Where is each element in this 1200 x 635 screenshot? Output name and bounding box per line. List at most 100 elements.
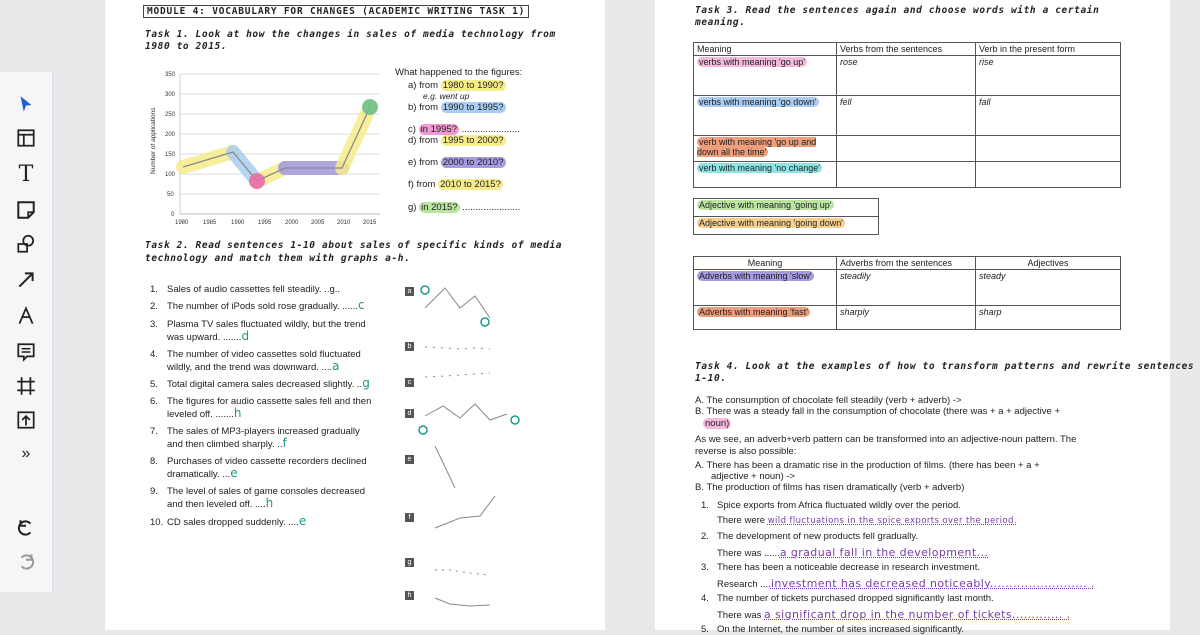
redo-icon[interactable] <box>10 548 42 576</box>
sentence-row: 6. The figures for audio cassette sales f… <box>150 393 371 407</box>
question-e: e) from 2000 to 2010? <box>408 157 506 168</box>
verbs-table: Meaning Verbs from the sentences Verb in t… <box>693 42 1121 188</box>
text-icon[interactable]: T <box>10 160 42 188</box>
y-tick: 350 <box>165 72 176 78</box>
sentence-number: 8. <box>150 456 167 467</box>
sentence-text: dramatically. ... <box>167 469 230 480</box>
task1-heading: Task 1. Look at how the changes in sales… <box>145 29 556 40</box>
sentence-row: was upward. .......d <box>167 329 249 343</box>
mini-graphs <box>415 278 525 618</box>
sentence-text: was upward. ....... <box>167 332 241 343</box>
sentence-text: and then leveled off. .... <box>167 499 266 510</box>
sentence-row: wildly, and the trend was downward. ....… <box>167 359 340 373</box>
toolbar: T » <box>0 72 53 592</box>
sentence-text: leveled off. ....... <box>167 409 234 420</box>
example-a: A. The consumption of chocolate fell ste… <box>695 395 962 406</box>
module-title: MODULE 4: VOCABULARY FOR CHANGES (ACADEM… <box>143 5 529 18</box>
graph-letter: d <box>405 409 414 418</box>
sentence-row: 8. Purchases of video cassette recorders … <box>150 453 367 467</box>
sentence-row: leveled off. .......h <box>167 406 242 420</box>
sentence-text: CD sales dropped suddenly. .... <box>167 517 299 528</box>
pen-icon[interactable] <box>10 302 42 330</box>
x-tick: 1985 <box>203 220 217 226</box>
example-b: B. There was a steady fall in the consum… <box>695 406 1060 417</box>
sentence-row: 3. Plasma TV sales fluctuated wildly, but… <box>150 316 366 330</box>
sentence-number: 10. <box>150 517 167 528</box>
sales-line-chart: 350 300 250 200 150 100 50 0 1980 1985 1… <box>145 64 385 234</box>
question-f: f) from 2010 to 2015? <box>408 179 503 190</box>
worksheet-page-left: MODULE 4: VOCABULARY FOR CHANGES (ACADEM… <box>105 0 605 630</box>
arrow-icon[interactable] <box>10 266 42 294</box>
rewrite-answer-line[interactable]: There were wild fluctuations in the spic… <box>717 515 1017 526</box>
task3-heading-line2: meaning. <box>695 17 746 28</box>
handwritten-answer: e <box>299 514 307 528</box>
x-tick: 2010 <box>337 220 351 226</box>
rewrite-question: 3. There has been a noticeable decrease i… <box>701 562 980 573</box>
x-tick: 2005 <box>311 220 325 226</box>
example-answer: e.g. went up <box>423 91 469 101</box>
graph-letter: f <box>405 513 414 522</box>
sentence-number: 1. <box>150 284 167 295</box>
cursor-icon[interactable] <box>10 90 42 118</box>
sentence-row: 5. Total digital camera sales decreased s… <box>150 376 370 390</box>
questions-heading: What happened to the figures: <box>395 67 522 78</box>
sentence-number: 2. <box>150 301 167 312</box>
explanation-line2: reverse is also possible: <box>695 446 796 457</box>
sentence-row: 10. CD sales dropped suddenly. ....e <box>150 514 307 528</box>
undo-icon[interactable] <box>10 514 42 542</box>
handwritten-answer: c <box>358 298 365 312</box>
sentence-text: The number of iPods sold rose gradually.… <box>167 301 358 312</box>
sentence-text: Total digital camera sales decreased sli… <box>167 379 362 390</box>
adjectives-table: Adjective with meaning 'going up' Adject… <box>693 198 879 235</box>
graph-letter: a <box>405 287 414 296</box>
y-tick: 0 <box>171 212 175 218</box>
comment-icon[interactable] <box>10 338 42 366</box>
rewrite-answer-line[interactable]: Research ....investment has decreased no… <box>717 577 1095 590</box>
sticky-note-icon[interactable] <box>10 196 42 224</box>
y-tick: 250 <box>165 112 176 118</box>
sentence-text: wildly, and the trend was downward. .... <box>167 362 332 373</box>
y-tick: 150 <box>165 152 176 158</box>
graph-letter: e <box>405 455 414 464</box>
handwritten-answer: e <box>230 466 238 480</box>
worksheet-page-right: Task 3. Read the sentences again and cho… <box>655 0 1170 630</box>
sentence-text: Sales of audio cassettes fell steadily. … <box>167 284 340 295</box>
rewrite-answer-line[interactable]: There was ......a gradual fall in the de… <box>717 546 988 559</box>
sentence-row: and then climbed sharply. ..f <box>167 436 287 450</box>
adverbs-table: Meaning Adverbs from the sentences Adjecti… <box>693 256 1121 330</box>
rewrite-question: 4. The number of tickets purchased droppe… <box>701 593 994 604</box>
x-tick: 2015 <box>363 220 377 226</box>
sentence-row: dramatically. ...e <box>167 466 238 480</box>
y-tick: 300 <box>165 92 176 98</box>
sentence-row: and then leveled off. ....h <box>167 496 274 510</box>
handwritten-answer: h <box>266 496 274 510</box>
sentence-row: 7. The sales of MP3-players increased gra… <box>150 423 360 437</box>
handwritten-answer: d <box>241 329 249 343</box>
task4-heading: Task 4. Look at the examples of how to t… <box>695 361 1194 372</box>
frame-icon[interactable] <box>10 124 42 152</box>
rewrite-question: 1. Spice exports from Africa fluctuated w… <box>701 500 961 511</box>
handwritten-answer: f <box>282 436 287 450</box>
rewrite-answer-line[interactable]: There was a significant drop in the numb… <box>717 608 1070 621</box>
crop-icon[interactable] <box>10 372 42 400</box>
reverse-example-a-line2: adjective + noun) -> <box>711 471 795 482</box>
handwritten-answer: a gradual fall in the development... <box>780 546 988 559</box>
question-d: d) from 1995 to 2000? <box>408 135 506 146</box>
graph-letter: b <box>405 342 414 351</box>
sentence-number: 5. <box>150 379 167 390</box>
y-tick: 50 <box>167 192 174 198</box>
y-axis-label: Number of applications <box>150 107 157 174</box>
handwritten-answer: h <box>234 406 242 420</box>
handwritten-answer: wild fluctuations in the spice exports o… <box>768 516 1017 526</box>
handwritten-answer: g <box>362 376 370 390</box>
handwritten-answer: a significant drop in the number of tick… <box>764 608 1070 621</box>
task4-heading-line2: 1-10. <box>695 373 727 384</box>
more-icon[interactable]: » <box>10 440 42 468</box>
handwritten-answer: a <box>332 359 340 373</box>
x-tick: 1980 <box>175 220 189 226</box>
upload-icon[interactable] <box>10 406 42 434</box>
sentence-number: 6. <box>150 396 167 407</box>
task1-heading-line2: 1980 to 2015. <box>145 41 227 52</box>
shapes-icon[interactable] <box>10 230 42 258</box>
rewrite-question: 2. The development of new products fell g… <box>701 531 918 542</box>
